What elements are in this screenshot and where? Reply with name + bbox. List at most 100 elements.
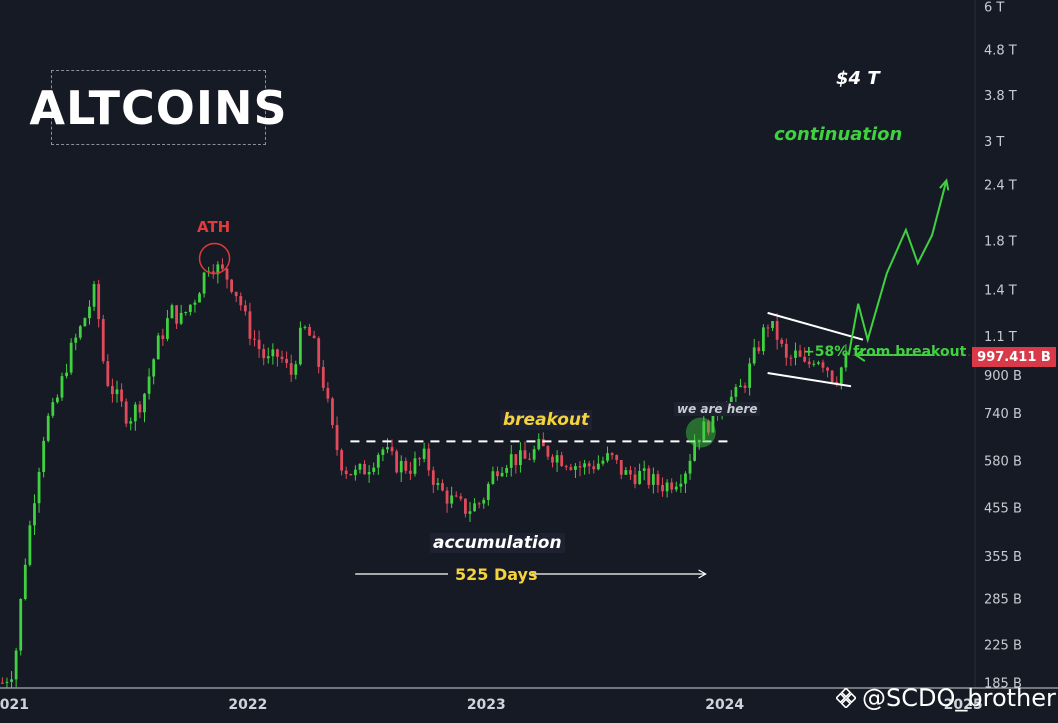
candle-body [505, 467, 509, 473]
candle-body [674, 486, 678, 490]
candle-body [592, 466, 596, 470]
candle-body [665, 482, 669, 492]
candle-body [427, 448, 431, 471]
candle-body [97, 284, 101, 320]
candle-body [656, 474, 660, 485]
candle-body [243, 305, 247, 312]
candle-body [266, 356, 270, 359]
candle-body [812, 363, 816, 365]
candle-body [376, 454, 380, 468]
candle-body [101, 319, 105, 362]
candle-body [445, 490, 449, 504]
candle-body [175, 305, 178, 324]
ath-label: ATH [197, 218, 231, 236]
candle-body [564, 466, 568, 468]
candle-body [830, 370, 834, 382]
candle-body [152, 359, 156, 377]
candle-body [780, 339, 784, 344]
candle-body [193, 302, 197, 305]
candle-body [303, 326, 307, 328]
candle-body [803, 356, 807, 362]
candle-body [835, 381, 839, 384]
y-tick-label: 740 B [984, 407, 1022, 422]
candle-body [10, 679, 13, 682]
candle-body [115, 389, 119, 395]
candle-body [161, 335, 165, 339]
candle-body [468, 511, 472, 514]
ath-circle [198, 242, 231, 275]
candle-body [33, 503, 36, 526]
y-tick-label: 185 B [984, 677, 1022, 692]
candle-body [743, 385, 747, 388]
candle-body [473, 503, 476, 512]
candle-body [285, 358, 289, 364]
candle-body [74, 337, 78, 343]
from-breakout-label: +58% from breakout [803, 344, 967, 360]
candle-body [418, 458, 421, 460]
candle-body [482, 499, 486, 504]
y-tick-label: 2.4 T [984, 178, 1017, 193]
candle-body [816, 362, 820, 364]
days-arrowhead [698, 569, 707, 579]
y-tick-label: 3 T [984, 135, 1004, 150]
candle-body [441, 483, 444, 491]
grid-layer [0, 0, 1058, 689]
y-tick-label: 285 B [984, 593, 1022, 608]
candle-body [752, 347, 756, 364]
candle-body [42, 440, 46, 473]
target-label: $4 T [836, 68, 880, 89]
candle-body [294, 364, 298, 375]
candle-body [629, 470, 632, 475]
candle-body [404, 460, 408, 471]
candle-body [606, 453, 609, 461]
y-tick-label: 455 B [984, 502, 1022, 517]
candle-body [298, 327, 302, 365]
candle-body [496, 471, 499, 477]
candle-body [596, 463, 600, 470]
candle-body [28, 525, 32, 565]
candle-body [821, 362, 825, 368]
candle-body [431, 470, 435, 485]
x-tick-label: 2023 [467, 697, 506, 713]
candle-body [234, 291, 238, 297]
candle-body [14, 650, 18, 680]
candle-body [642, 468, 646, 471]
candle-body [23, 564, 27, 599]
candle-body [775, 321, 779, 340]
candle-body [221, 264, 224, 269]
overlays-layer [198, 178, 975, 579]
candle-body [106, 361, 110, 386]
candle-body [289, 363, 293, 375]
candle-body [349, 474, 353, 476]
candle-body [353, 469, 357, 476]
candle-body [60, 376, 64, 398]
candle-body [147, 376, 151, 394]
x-axis: 2021 2022 2023 2024 2025 [0, 697, 983, 713]
candle-body [5, 681, 9, 683]
candle-body [248, 311, 252, 339]
candle-body [363, 463, 366, 475]
candle-body [19, 598, 23, 651]
candle-body [491, 471, 495, 484]
candle-body [761, 327, 765, 352]
candle-body [807, 361, 811, 365]
candle-body [156, 335, 160, 360]
candle-body [528, 458, 531, 460]
channel-lower-line [767, 372, 852, 388]
candle-body [37, 472, 41, 504]
candle-body [519, 450, 522, 466]
candle-body [170, 305, 174, 319]
x-tick-label: 2025 [944, 697, 983, 713]
channel-upper-line [767, 311, 864, 341]
candle-body [514, 454, 518, 466]
x-tick-label: 2024 [705, 697, 744, 713]
candle-body [335, 425, 339, 451]
candle-body [546, 446, 550, 457]
candle-body [459, 496, 463, 499]
accumulation-label: accumulation [430, 533, 565, 553]
y-tick-label: 4.8 T [984, 44, 1017, 59]
candle-body [111, 385, 114, 395]
current-price-tag: 997.411 B [972, 347, 1056, 367]
candle-body [748, 363, 752, 388]
